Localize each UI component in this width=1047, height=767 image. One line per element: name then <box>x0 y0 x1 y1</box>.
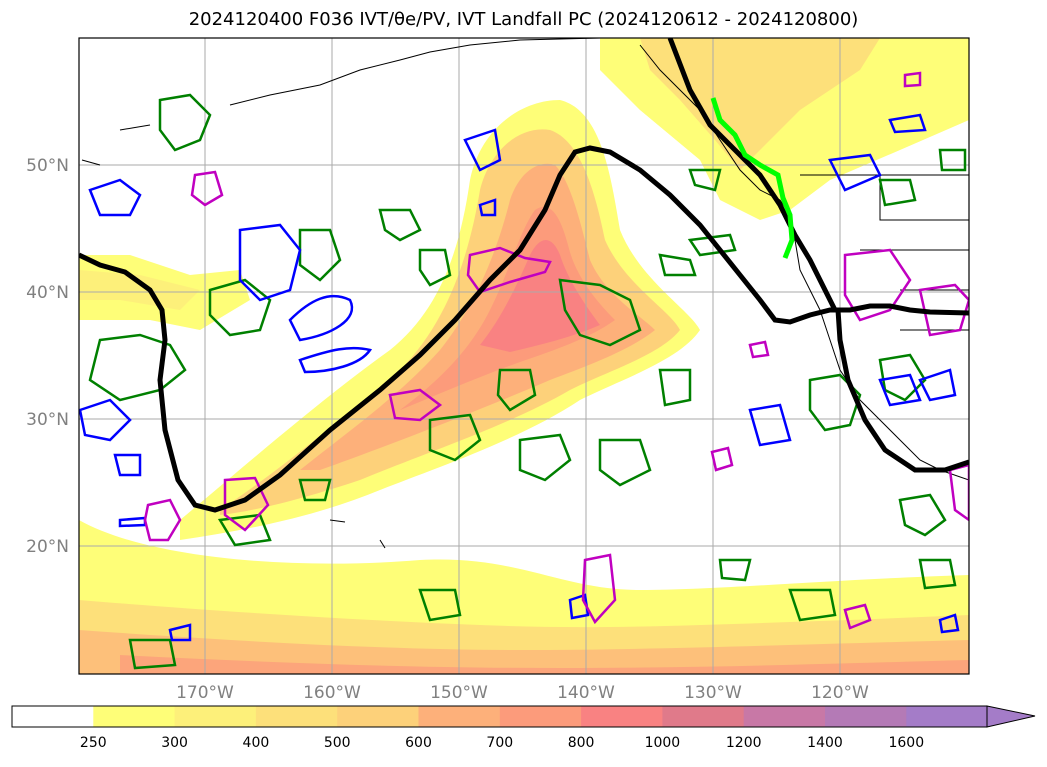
pv-contours <box>88 93 967 670</box>
ivt-shading <box>79 38 969 674</box>
colorbar-swatches <box>12 706 989 727</box>
colorbar-tick-label: 250 <box>80 735 107 751</box>
lat-label-30: 30°N <box>26 410 69 430</box>
map-frame <box>78 37 970 675</box>
lon-label-160w: 160°W <box>303 683 361 703</box>
colorbar-swatch <box>662 706 745 727</box>
map-plot-area <box>79 38 969 674</box>
colorbar-swatch <box>255 706 338 727</box>
colorbar-tick-label: 700 <box>486 735 513 751</box>
colorbar-extend-arrow <box>986 705 1036 728</box>
colorbar-outline <box>11 705 988 728</box>
colorbar-swatch <box>499 706 582 727</box>
lat-label-50: 50°N <box>26 156 69 176</box>
lon-labels: 170°W 160°W 150°W 140°W 130°W 120°W <box>176 683 869 703</box>
colorbar-tick-label: 1400 <box>807 735 843 751</box>
graticule <box>79 38 969 674</box>
lat-labels: 50°N 40°N 30°N 20°N <box>26 156 69 557</box>
theta-blue-contours <box>79 113 960 642</box>
colorbar-swatch <box>825 706 907 727</box>
lon-label-170w: 170°W <box>176 683 234 703</box>
colorbar-tick-label: 1200 <box>726 735 762 751</box>
colorbar-tick-label: 1600 <box>888 735 924 751</box>
colorbar-tick-label: 800 <box>568 735 595 751</box>
lon-label-130w: 130°W <box>684 683 742 703</box>
colorbar-swatch <box>93 706 176 727</box>
lat-label-20: 20°N <box>26 537 69 557</box>
colorbar-tick-label: 300 <box>161 735 188 751</box>
map-title: 2024120400 F036 IVT/θe/PV, IVT Landfall … <box>188 9 859 30</box>
colorbar: 250 300 400 500 600 700 800 1000 1200 1400 1600 <box>11 705 1036 751</box>
lon-label-120w: 120°W <box>811 683 869 703</box>
colorbar-swatch <box>337 706 419 727</box>
black-contour <box>79 38 969 513</box>
lat-label-40: 40°N <box>26 283 69 303</box>
landfall-line <box>710 97 795 259</box>
colorbar-swatch <box>12 706 94 727</box>
colorbar-swatch <box>906 706 989 727</box>
colorbar-swatch <box>418 706 501 727</box>
colorbar-tick-label: 1000 <box>645 735 681 751</box>
colorbar-swatch <box>174 706 257 727</box>
colorbar-tick-label: 500 <box>324 735 351 751</box>
colorbar-tick-label: 600 <box>405 735 432 751</box>
colorbar-swatch <box>743 706 826 727</box>
colorbar-tick-label: 400 <box>243 735 270 751</box>
lon-label-140w: 140°W <box>557 683 615 703</box>
colorbar-swatch <box>581 706 663 727</box>
lon-label-150w: 150°W <box>430 683 488 703</box>
colorbar-tick-labels: 250 300 400 500 600 700 800 1000 1200 1400 1600 <box>80 735 924 751</box>
